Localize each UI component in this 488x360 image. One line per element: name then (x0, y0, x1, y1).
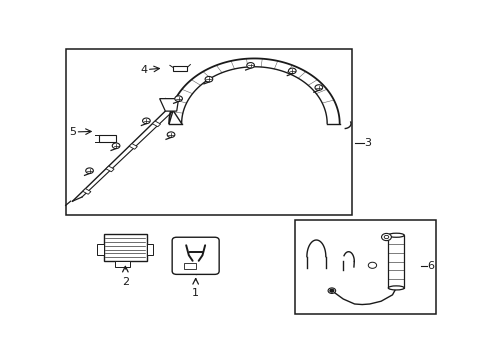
Bar (387, 235, 404, 288)
Bar (65, 49, 351, 215)
Bar (173, 66, 187, 72)
Circle shape (288, 68, 296, 74)
Text: 3: 3 (364, 138, 371, 148)
FancyBboxPatch shape (172, 237, 219, 274)
Bar (184, 263, 195, 269)
Circle shape (167, 132, 175, 138)
Circle shape (327, 288, 335, 293)
Text: 1: 1 (192, 288, 199, 298)
Circle shape (142, 118, 150, 123)
Text: 6: 6 (426, 261, 433, 271)
Bar (106, 166, 114, 172)
Bar (115, 261, 130, 267)
Text: 4: 4 (140, 64, 147, 75)
Text: 2: 2 (122, 277, 129, 287)
Bar (82, 189, 91, 194)
Bar (129, 144, 137, 149)
Circle shape (367, 262, 376, 268)
Bar (97, 244, 103, 255)
Bar (99, 135, 116, 141)
Polygon shape (159, 99, 178, 111)
Circle shape (246, 63, 254, 68)
Circle shape (174, 96, 182, 102)
Circle shape (329, 289, 333, 292)
Bar (147, 244, 153, 255)
Circle shape (384, 235, 388, 239)
Ellipse shape (387, 233, 404, 237)
Circle shape (112, 143, 120, 149)
Bar (103, 234, 147, 261)
Circle shape (381, 233, 390, 240)
Text: 5: 5 (69, 127, 76, 137)
Bar (295, 220, 435, 314)
Circle shape (204, 76, 212, 82)
Circle shape (85, 168, 93, 174)
Circle shape (314, 85, 322, 90)
Ellipse shape (387, 286, 404, 290)
Bar (152, 121, 160, 127)
